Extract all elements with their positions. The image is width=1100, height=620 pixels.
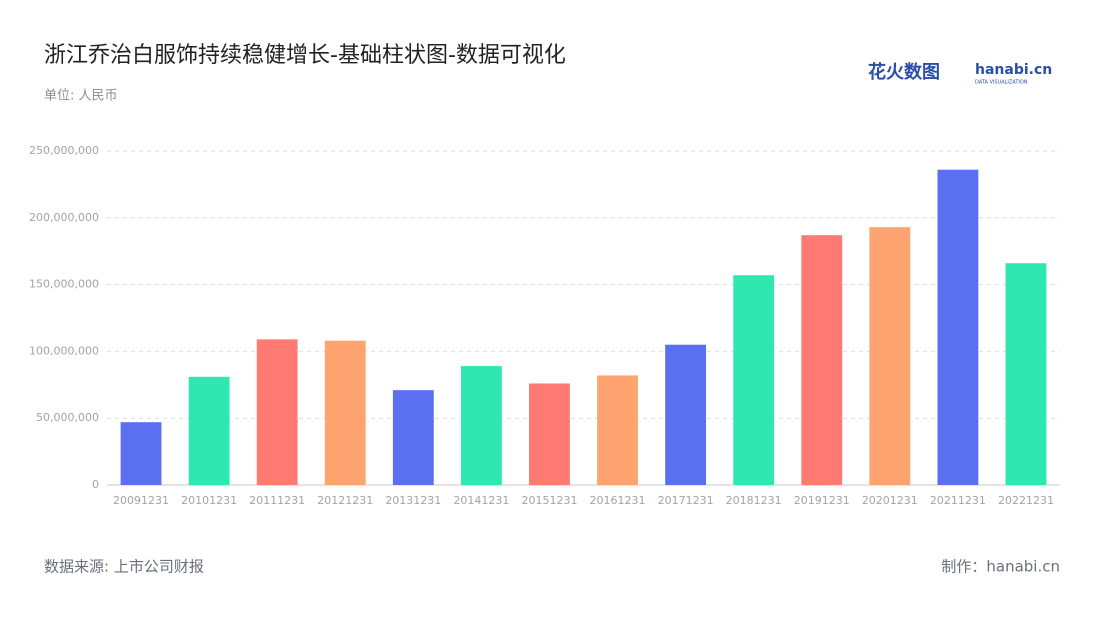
x-tick-label: 20141231 [453,494,509,507]
x-tick-label: 20211231 [930,494,986,507]
source: 数据来源: 上市公司财报 [44,558,204,576]
bar [1005,263,1047,485]
bar [801,235,843,485]
logo-tagline: DATA VISUALIZATION [975,80,1028,86]
y-tick-label: 50,000,000 [36,411,99,424]
bar [392,390,434,485]
bar [529,383,570,485]
x-tick-label: 20171231 [658,494,714,507]
x-tick-label: 20201231 [862,494,918,507]
x-tick-label: 20221231 [998,494,1054,507]
x-tick-label: 20091231 [113,494,169,507]
bar [256,339,298,485]
bar [733,275,775,485]
bar [188,376,230,485]
credit: 制作：hanabi.cn [941,558,1060,576]
x-tick-label: 20121231 [317,494,373,507]
x-tick-label: 20191231 [794,494,850,507]
x-tick-label: 20101231 [181,494,237,507]
logo-en: hanabi.cn [975,62,1052,78]
y-tick-label: 250,000,000 [29,144,99,157]
bar [324,340,366,485]
x-tick-label: 20161231 [590,494,646,507]
bar [869,227,911,486]
logo-cn: 花火数图 [868,61,940,83]
x-tick-label: 20151231 [521,494,577,507]
y-tick-label: 150,000,000 [29,278,99,291]
chart-title: 浙江乔治白服饰持续稳健增长-基础柱状图-数据可视化 [44,43,566,68]
bar [665,344,707,485]
x-tick-label: 20131231 [385,494,441,507]
bar [120,422,162,485]
chart-subtitle: 单位: 人民币 [44,89,118,104]
bar [597,375,638,485]
x-tick-label: 20181231 [726,494,782,507]
y-tick-label: 0 [92,478,99,491]
x-tick-label: 20111231 [249,494,305,507]
y-tick-label: 100,000,000 [29,344,99,357]
bar [460,366,502,485]
bar [937,169,979,486]
y-tick-label: 200,000,000 [29,211,99,224]
